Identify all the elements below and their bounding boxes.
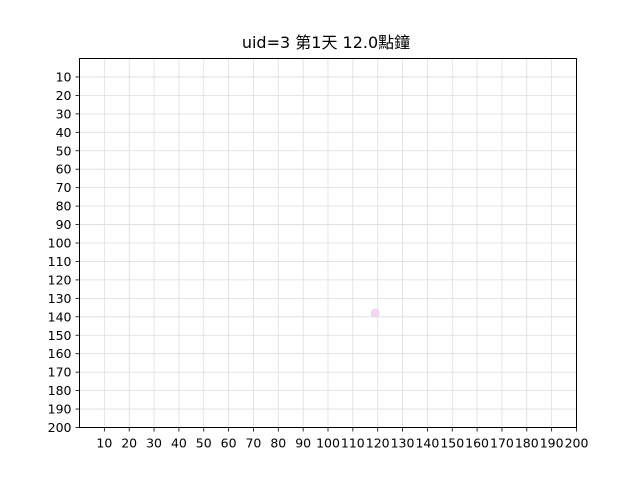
y-tick-label: 140: [48, 309, 72, 324]
y-tick-label: 30: [56, 106, 72, 121]
x-tick-label: 170: [490, 436, 514, 451]
y-tick-label: 10: [56, 69, 72, 84]
x-tick-label: 60: [221, 436, 237, 451]
x-tick-label: 190: [540, 436, 564, 451]
y-tick-label: 60: [56, 162, 72, 177]
y-tick-label: 90: [56, 217, 72, 232]
gridlines: [79, 58, 577, 428]
x-tick-label: 130: [391, 436, 415, 451]
y-tick-label: 110: [48, 254, 72, 269]
y-tick-label: 130: [48, 291, 72, 306]
x-tick-label: 180: [515, 436, 539, 451]
y-tick-label: 190: [48, 402, 72, 417]
x-tick-label: 150: [440, 436, 464, 451]
y-tick-label: 40: [56, 125, 72, 140]
y-tick-label: 150: [48, 328, 72, 343]
x-tick-label: 10: [96, 436, 112, 451]
y-tick-label: 80: [56, 199, 72, 214]
x-tick-label: 30: [146, 436, 162, 451]
y-axis: 10 20 30 40 50 60 70 80 90 100 110 120 130 140 150 160 1…: [48, 69, 80, 435]
y-tick-label: 70: [56, 180, 72, 195]
chart-title: uid=3 第1天 12.0點鐘: [242, 33, 410, 52]
x-tick-label: 120: [366, 436, 390, 451]
x-axis: 10 20 30 40 50 60 70 80 90 100 110 120 130 140 150 160 1…: [96, 427, 589, 451]
x-tick-label: 90: [295, 436, 311, 451]
x-tick-label: 50: [196, 436, 212, 451]
y-tick-label: 170: [48, 365, 72, 380]
x-tick-label: 40: [171, 436, 187, 451]
x-tick-label: 200: [565, 436, 589, 451]
x-tick-label: 70: [245, 436, 261, 451]
y-tick-label: 120: [48, 272, 72, 287]
x-tick-label: 110: [341, 436, 365, 451]
y-tick-label: 100: [48, 236, 72, 251]
y-tick-label: 20: [56, 88, 72, 103]
y-tick-label: 160: [48, 346, 72, 361]
x-tick-label: 80: [270, 436, 286, 451]
x-tick-label: 20: [121, 436, 137, 451]
y-tick-label: 180: [48, 383, 72, 398]
x-tick-label: 100: [316, 436, 340, 451]
x-tick-label: 160: [465, 436, 489, 451]
data-point: [370, 308, 380, 318]
x-tick-label: 140: [415, 436, 439, 451]
y-tick-label: 50: [56, 143, 72, 158]
y-tick-label: 200: [48, 420, 72, 435]
data-points: [370, 308, 380, 318]
